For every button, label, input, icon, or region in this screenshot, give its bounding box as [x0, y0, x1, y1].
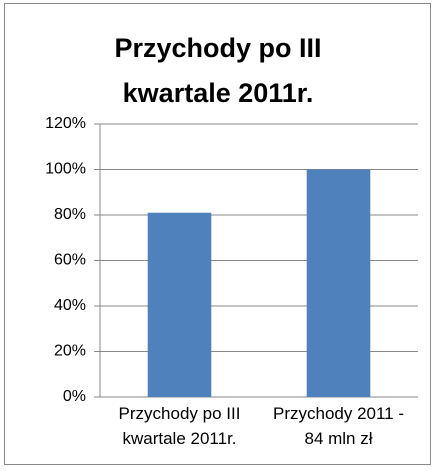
y-tick-label: 60% — [54, 252, 86, 269]
y-tick-label: 100% — [45, 161, 86, 178]
y-tick-label: 40% — [54, 297, 86, 314]
y-tick-label: 20% — [54, 343, 86, 360]
x-tick-label: Przychody po III kwartale 2011r. — [118, 404, 241, 448]
chart-frame — [4, 3, 431, 465]
bar — [147, 212, 212, 397]
bar — [306, 169, 371, 397]
y-tick-label: 120% — [45, 115, 86, 132]
x-tick-label: Przychody 2011 - 84 mln zł — [272, 404, 405, 448]
chart-title: Przychody po III kwartale 2011r. — [114, 33, 322, 108]
y-tick-label: 80% — [54, 206, 86, 223]
y-tick-label: 0% — [63, 388, 86, 405]
